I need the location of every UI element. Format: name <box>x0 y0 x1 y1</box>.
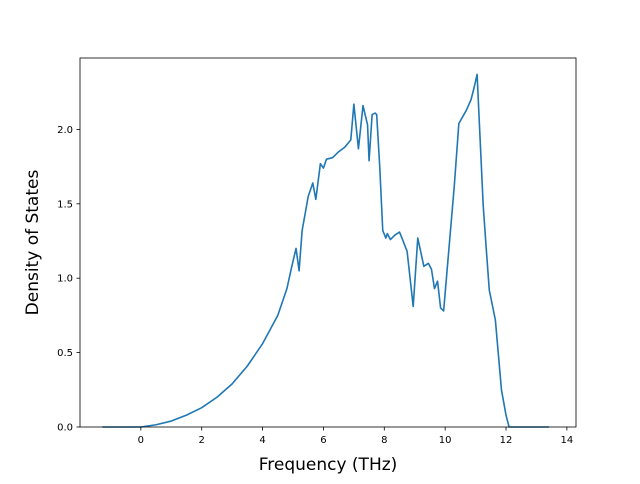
x-axis-label: Frequency (THz) <box>259 455 398 475</box>
y-tick-label: 0.0 <box>57 423 73 434</box>
x-tick-label: 14 <box>561 435 574 446</box>
y-tick-label: 1.5 <box>57 199 73 210</box>
x-tick-label: 10 <box>439 435 452 446</box>
y-tick-label: 2.0 <box>57 125 73 136</box>
x-tick-label: 6 <box>320 435 326 446</box>
series-layer <box>102 73 550 428</box>
x-tick-label: 8 <box>381 435 387 446</box>
x-tick-label: 4 <box>259 435 265 446</box>
x-tick-label: 12 <box>500 435 513 446</box>
x-tick-label: 0 <box>138 435 144 446</box>
plot-area-frame <box>79 57 577 428</box>
x-tick-label: 2 <box>199 435 205 446</box>
y-tick-label: 1.0 <box>57 274 73 285</box>
dos-series-line-0 <box>102 73 550 428</box>
y-axis-label: Density of States <box>23 170 43 316</box>
y-axis-ticks: 0.0 0.5 1.0 1.5 2.0 <box>57 125 80 434</box>
y-tick-label: 0.5 <box>57 348 73 359</box>
x-axis-ticks: 0 2 4 6 8 10 12 14 <box>138 427 574 446</box>
